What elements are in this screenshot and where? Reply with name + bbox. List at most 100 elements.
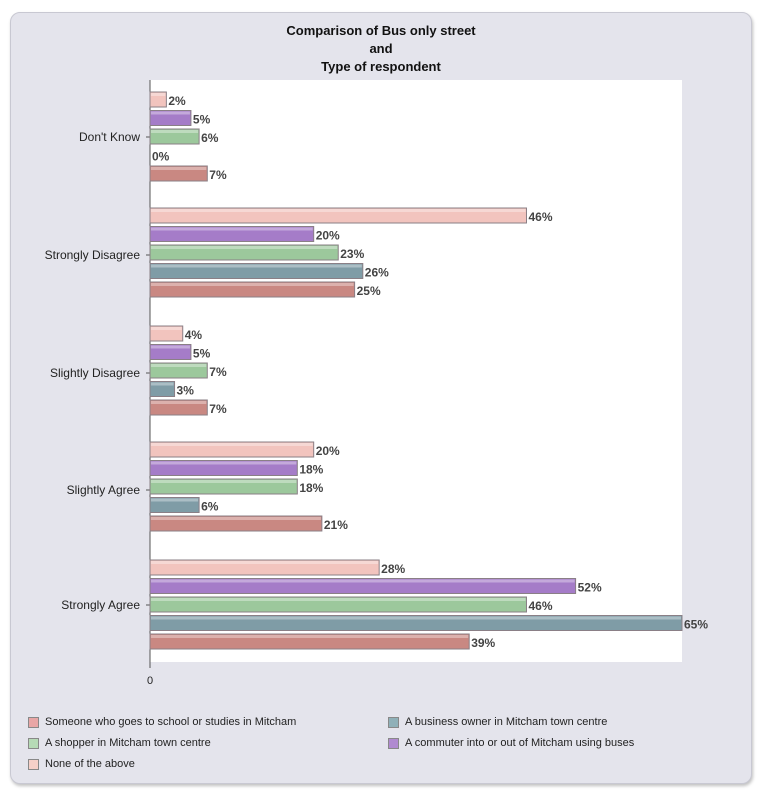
bar — [149, 362, 208, 379]
x-tick-label: 0 — [147, 675, 153, 687]
chart-title-line-1: Comparison of Bus only street — [286, 23, 476, 38]
bar — [149, 478, 298, 495]
bar-highlight — [151, 364, 207, 367]
bar — [149, 515, 323, 532]
legend-label-business-owner: A business owner in Mitcham town centre — [405, 716, 608, 728]
legend-swatch-none — [28, 758, 39, 770]
chart-title: Comparison of Bus only street and Type o… — [0, 22, 762, 76]
legend-item-business-owner: A business owner in Mitcham town centre — [388, 716, 607, 728]
legend-label-commuter: A commuter into or out of Mitcham using … — [405, 737, 635, 749]
bar — [149, 244, 339, 261]
bar-highlight — [151, 345, 190, 349]
data-label: 39% — [471, 636, 495, 650]
data-label: 46% — [528, 599, 552, 613]
bar — [149, 207, 527, 224]
data-label: 23% — [340, 247, 364, 261]
bar — [149, 226, 315, 242]
bar-highlight — [151, 598, 526, 601]
bar-highlight — [151, 443, 313, 446]
bar-highlight — [151, 401, 207, 404]
data-label: 7% — [209, 365, 227, 379]
data-label: 65% — [684, 618, 708, 632]
data-label: 25% — [357, 284, 381, 298]
bar — [149, 578, 577, 594]
chart-legend: Someone who goes to school or studies in… — [28, 716, 748, 776]
bar-highlight — [151, 246, 338, 249]
bar-highlight — [151, 209, 526, 212]
bar — [149, 381, 176, 397]
data-label: 46% — [528, 210, 552, 224]
chart-title-line-2: and — [369, 41, 393, 56]
data-label: 6% — [201, 500, 219, 514]
data-label: 6% — [201, 131, 219, 145]
legend-item-commuter: A commuter into or out of Mitcham using … — [388, 737, 634, 749]
bar-highlight — [151, 283, 354, 286]
data-label: 18% — [299, 463, 323, 477]
bar-highlight — [151, 461, 297, 465]
bar-highlight — [151, 382, 174, 386]
category-label: Don't Know — [79, 130, 140, 144]
data-label: 7% — [209, 168, 227, 182]
bar-highlight — [151, 93, 166, 96]
data-label: 3% — [177, 384, 195, 398]
bar — [149, 460, 298, 476]
data-label: 7% — [209, 402, 227, 416]
bar — [149, 128, 200, 145]
bar-highlight — [151, 616, 681, 620]
bar-highlight — [151, 167, 207, 170]
bar-highlight — [151, 111, 190, 115]
bar-highlight — [151, 264, 362, 268]
data-label: 21% — [324, 518, 348, 532]
bar — [149, 399, 208, 416]
legend-label-shopper: A shopper in Mitcham town centre — [45, 737, 211, 749]
data-label: 5% — [193, 347, 211, 361]
data-label: 52% — [578, 581, 602, 595]
bar — [149, 344, 192, 360]
bar — [149, 559, 380, 576]
category-label: Slightly Agree — [67, 483, 141, 497]
bar-highlight — [151, 327, 182, 330]
bar — [149, 325, 184, 342]
legend-swatch-business-owner — [388, 716, 399, 728]
legend-swatch-school — [28, 716, 39, 728]
bar — [149, 110, 192, 126]
data-label: 0% — [152, 150, 170, 164]
bar — [149, 441, 315, 458]
bar-highlight — [151, 498, 199, 502]
bar-highlight — [151, 227, 313, 231]
bar-highlight — [151, 517, 321, 520]
legend-label-none: None of the above — [45, 758, 135, 770]
bar — [149, 497, 200, 513]
category-label: Strongly Agree — [61, 598, 140, 612]
category-label: Slightly Disagree — [50, 366, 140, 380]
data-label: 20% — [316, 444, 340, 458]
bar-highlight — [151, 579, 575, 583]
legend-item-school: Someone who goes to school or studies in… — [28, 716, 296, 728]
bar — [149, 165, 208, 182]
legend-item-shopper: A shopper in Mitcham town centre — [28, 737, 211, 749]
data-label: 28% — [381, 562, 405, 576]
data-label: 2% — [168, 94, 186, 108]
data-label: 20% — [316, 229, 340, 243]
data-label: 4% — [185, 328, 203, 342]
bar — [149, 633, 470, 650]
data-label: 5% — [193, 113, 211, 127]
legend-swatch-shopper — [28, 737, 39, 749]
bar-highlight — [151, 480, 297, 483]
legend-label-school: Someone who goes to school or studies in… — [45, 716, 297, 728]
bar-highlight — [151, 130, 199, 133]
bar — [149, 596, 527, 613]
data-label: 18% — [299, 481, 323, 495]
bar — [149, 263, 364, 279]
bar-highlight — [151, 635, 469, 638]
category-label: Strongly Disagree — [45, 248, 141, 262]
legend-swatch-commuter — [388, 737, 399, 749]
legend-item-none: None of the above — [28, 758, 135, 770]
chart-title-line-3: Type of respondent — [321, 59, 441, 74]
bar — [149, 615, 683, 631]
bar — [149, 281, 356, 298]
data-label: 26% — [365, 266, 389, 280]
bar — [149, 91, 167, 108]
bar-highlight — [151, 561, 379, 564]
